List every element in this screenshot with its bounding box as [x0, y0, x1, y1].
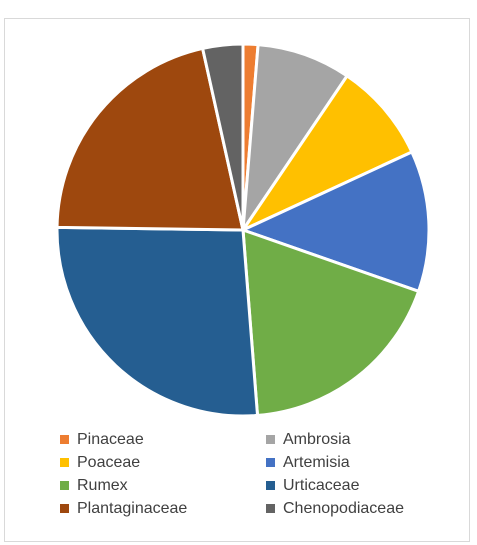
legend-item-poaceae: Poaceae [60, 451, 266, 474]
legend-item-plantaginaceae: Plantaginaceae [60, 497, 266, 520]
legend-label: Ambrosia [283, 431, 351, 449]
legend-swatch [60, 481, 69, 490]
legend-swatch [266, 458, 275, 467]
legend-swatch [266, 481, 275, 490]
legend-label: Rumex [77, 477, 128, 495]
legend-item-ambrosia: Ambrosia [266, 428, 466, 451]
legend-swatch [60, 504, 69, 513]
legend-swatch [60, 435, 69, 444]
legend-label: Plantaginaceae [77, 500, 187, 518]
legend-swatch [60, 458, 69, 467]
pie-slice-urticaceae [57, 227, 258, 416]
legend-label: Poaceae [77, 454, 140, 472]
legend-label: Chenopodiaceae [283, 500, 404, 518]
legend-item-rumex: Rumex [60, 474, 266, 497]
legend-label: Pinaceae [77, 431, 144, 449]
legend-item-pinaceae: Pinaceae [60, 428, 266, 451]
legend-swatch [266, 435, 275, 444]
legend-label: Artemisia [283, 454, 350, 472]
legend-swatch [266, 504, 275, 513]
legend-label: Urticaceae [283, 477, 359, 495]
legend-item-chenopodiaceae: Chenopodiaceae [266, 497, 466, 520]
legend-item-artemisia: Artemisia [266, 451, 466, 474]
legend: Pinaceae Ambrosia Poaceae Artemisia Rumex Urt… [60, 428, 470, 520]
legend-item-urticaceae: Urticaceae [266, 474, 466, 497]
